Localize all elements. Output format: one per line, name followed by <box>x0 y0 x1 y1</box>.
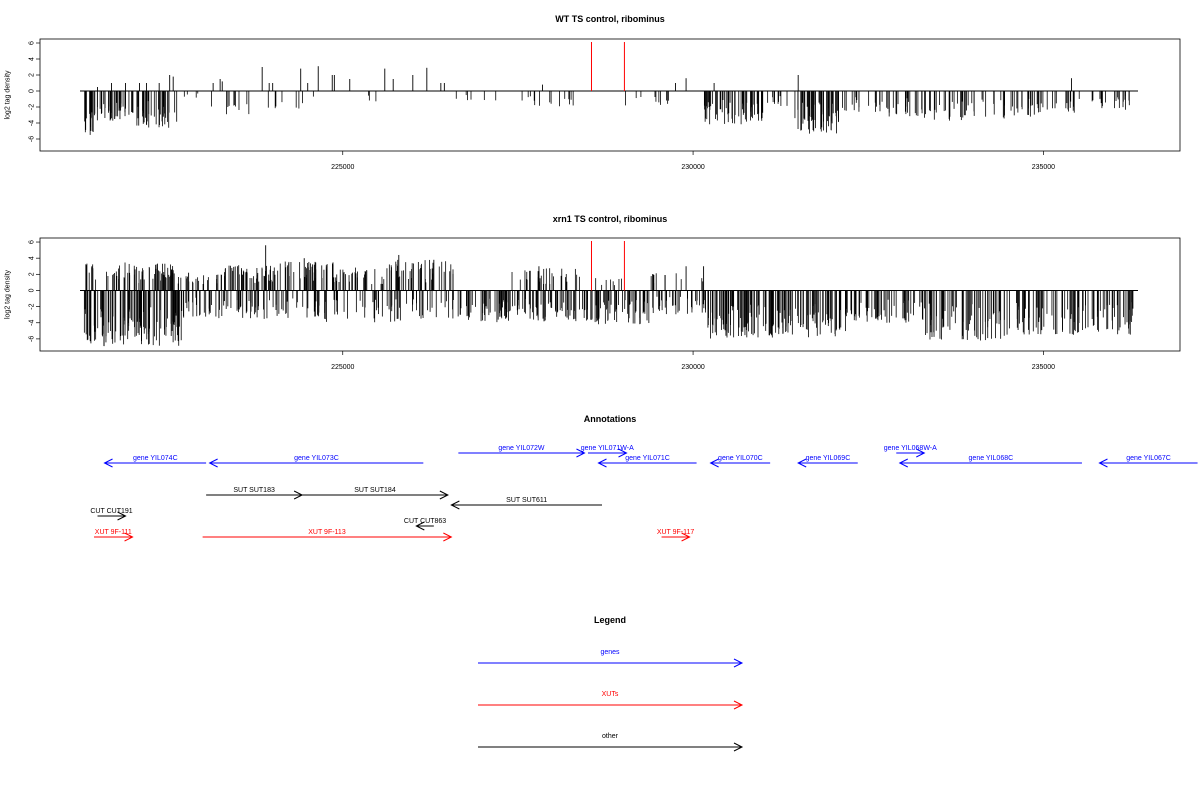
arrow-head <box>681 532 691 542</box>
arrow-head <box>797 458 807 468</box>
feature-label: SUT SUT611 <box>506 497 547 504</box>
feature-label: gene YIL070C <box>718 455 763 462</box>
panel-wt: WT TS control, ribominus -6 -4 -2 0 2 4 6 log2 t… <box>5 14 1181 171</box>
feature-label: SUT SUT183 <box>233 487 275 494</box>
feature-arrow <box>302 490 449 500</box>
feature-label: XUT 9F-117 <box>657 529 695 536</box>
feature-arrow <box>661 532 691 542</box>
feature-label: gene YIL067C <box>1126 455 1171 462</box>
feature-label: CUT CUT191 <box>90 508 132 515</box>
y-tick-label: 6 <box>29 41 36 45</box>
arrow-head <box>103 458 113 468</box>
arrow-head <box>450 500 460 510</box>
y-tick-label: -2 <box>29 104 36 110</box>
feature-label: gene YIL071W-A <box>581 445 634 452</box>
feature-label: CUT CUT863 <box>404 518 446 525</box>
legend-label: other <box>602 733 619 740</box>
arrow-head <box>916 448 926 458</box>
arrow-head <box>709 458 719 468</box>
x-tick-label: 235000 <box>1032 364 1055 371</box>
plot-frame <box>39 38 1181 152</box>
y-tick-label: 2 <box>29 73 36 77</box>
annotations-title: Annotations <box>584 414 637 424</box>
y-tick-label: 0 <box>29 288 36 292</box>
arrow-head <box>618 448 628 458</box>
legend-label: genes <box>600 649 620 656</box>
chart-title: WT TS control, ribominus <box>555 14 665 24</box>
arrow-head <box>124 532 134 542</box>
feature-arrow <box>1098 458 1198 468</box>
y-tick-label: 0 <box>29 89 36 93</box>
y-tick-label: -6 <box>29 336 36 342</box>
feature-arrow <box>709 458 771 468</box>
y-tick-label: -2 <box>29 303 36 309</box>
plot-frame <box>39 237 1181 352</box>
y-tick-label: 6 <box>29 240 36 244</box>
feature-label: XUT 9F-111 <box>95 529 132 536</box>
feature-label: gene YIL074C <box>133 455 178 462</box>
arrow-head <box>208 458 218 468</box>
x-tick-label: 235000 <box>1032 164 1055 171</box>
feature-label: SUT SUT184 <box>354 487 396 494</box>
feature-arrow <box>797 458 858 468</box>
y-axis-label: log2 tag density <box>5 70 12 120</box>
feature-label: gene YIL069C <box>806 455 851 462</box>
x-tick-label: 230000 <box>681 164 704 171</box>
legend-arrow <box>478 700 744 710</box>
arrow-head <box>439 490 449 500</box>
y-tick-label: -4 <box>29 120 36 126</box>
legend-arrow <box>478 658 744 668</box>
legend-panel: Legend genes XUTs other <box>478 615 744 752</box>
feature-label: gene YIL071C <box>625 455 670 462</box>
feature-arrow <box>450 500 602 510</box>
feature-arrow <box>415 521 434 531</box>
arrow-head <box>117 511 127 521</box>
arrow-head <box>733 742 744 752</box>
arrow-head <box>733 700 744 710</box>
y-axis-label: log2 tag density <box>5 269 12 319</box>
feature-arrow <box>103 458 207 468</box>
arrow-head <box>1098 458 1108 468</box>
y-tick-label: 2 <box>29 272 36 276</box>
annotations-panel: Annotations gene YIL074C gene YIL073C gene … <box>90 414 1198 542</box>
legend-arrow <box>478 742 744 752</box>
arrow-head <box>733 658 744 668</box>
feature-arrow <box>587 448 628 458</box>
feature-label: XUT 9F-113 <box>308 529 346 536</box>
legend-label: XUTs <box>602 691 619 698</box>
feature-arrow <box>97 511 127 521</box>
legend-title: Legend <box>594 615 626 625</box>
feature-label: gene YIL072W <box>498 445 545 452</box>
x-tick-label: 225000 <box>331 164 354 171</box>
arrow-head <box>576 448 586 458</box>
arrow-head <box>415 521 425 531</box>
x-tick-label: 230000 <box>681 364 704 371</box>
feature-label: gene YIL068W-A <box>884 445 937 452</box>
feature-arrow <box>896 448 926 458</box>
arrow-head <box>597 458 607 468</box>
feature-arrow <box>208 458 424 468</box>
feature-arrow <box>202 532 453 542</box>
panel-xrn1: xrn1 TS control, ribominus -6 -4 -2 0 2 4 6 log2… <box>5 214 1181 371</box>
feature-arrow <box>597 458 697 468</box>
arrow-head <box>443 532 453 542</box>
feature-arrow <box>94 532 134 542</box>
y-tick-label: -6 <box>29 136 36 142</box>
feature-arrow <box>898 458 1082 468</box>
feature-label: gene YIL068C <box>969 455 1014 462</box>
arrow-head <box>898 458 908 468</box>
feature-arrow <box>458 448 586 458</box>
x-tick-label: 225000 <box>331 364 354 371</box>
chart-title: xrn1 TS control, ribominus <box>553 214 668 224</box>
y-tick-label: 4 <box>29 57 36 61</box>
y-tick-label: 4 <box>29 256 36 260</box>
y-tick-label: -4 <box>29 320 36 326</box>
feature-label: gene YIL073C <box>294 455 339 462</box>
